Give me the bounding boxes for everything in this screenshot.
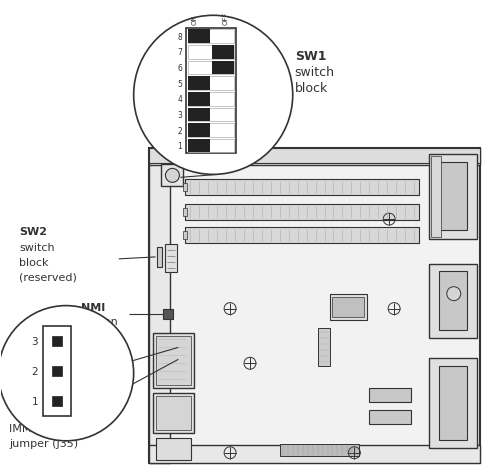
Bar	[185, 180, 419, 196]
Bar	[162, 165, 183, 187]
Bar	[178, 344, 187, 364]
Bar	[149, 148, 170, 463]
Text: 8: 8	[178, 32, 182, 41]
Text: 3: 3	[31, 337, 38, 347]
Bar	[369, 410, 411, 424]
Bar	[183, 209, 188, 217]
Bar	[189, 93, 234, 106]
Text: 4: 4	[177, 95, 182, 104]
Text: 1: 1	[178, 142, 182, 151]
Bar	[43, 327, 71, 416]
Bar	[189, 46, 234, 60]
Text: 3: 3	[177, 110, 182, 119]
Bar	[189, 139, 234, 153]
Text: block: block	[295, 82, 328, 95]
Bar	[212, 46, 234, 60]
Bar	[165, 245, 177, 272]
Bar	[439, 367, 467, 440]
Bar	[185, 205, 419, 221]
Bar	[369, 388, 411, 402]
Circle shape	[447, 287, 461, 301]
Text: 6: 6	[177, 64, 182, 73]
Bar	[149, 148, 480, 463]
Bar	[189, 77, 210, 90]
Bar	[149, 445, 480, 463]
Text: switch: switch	[295, 66, 335, 79]
Bar	[149, 148, 480, 164]
Text: SW1: SW1	[295, 50, 326, 62]
Circle shape	[134, 16, 293, 175]
Bar	[187, 29, 236, 154]
Bar	[52, 396, 62, 406]
Text: NMI: NMI	[81, 302, 105, 312]
Bar	[185, 228, 419, 243]
Bar	[183, 231, 188, 239]
Circle shape	[0, 306, 134, 441]
Text: OFF: OFF	[223, 12, 229, 25]
Bar	[189, 108, 234, 122]
Text: (reserved): (reserved)	[19, 272, 77, 282]
Bar	[212, 61, 234, 75]
Bar	[156, 438, 191, 460]
Bar	[431, 157, 441, 238]
Bar	[439, 271, 467, 331]
Bar	[153, 393, 194, 433]
Bar	[429, 358, 477, 448]
Bar	[189, 30, 210, 44]
Text: jumper (J35): jumper (J35)	[9, 438, 79, 448]
Bar	[189, 124, 210, 138]
Bar	[189, 108, 210, 122]
Bar	[439, 163, 467, 230]
Bar	[157, 248, 163, 267]
Bar	[164, 309, 173, 319]
Bar	[153, 334, 194, 388]
Bar	[429, 264, 477, 339]
Bar	[189, 61, 234, 75]
Text: IMM security: IMM security	[9, 423, 80, 433]
Text: 2: 2	[31, 367, 38, 377]
Text: ON: ON	[191, 15, 197, 25]
Bar	[156, 337, 191, 386]
Bar	[156, 396, 191, 430]
Bar	[183, 184, 188, 192]
Bar	[189, 30, 234, 44]
Bar	[52, 367, 62, 377]
Bar	[52, 337, 62, 347]
Text: 7: 7	[177, 48, 182, 57]
Text: block: block	[19, 258, 49, 268]
Bar	[189, 124, 234, 138]
Text: 2: 2	[178, 126, 182, 135]
Bar	[189, 93, 210, 106]
Bar	[332, 297, 364, 317]
Text: switch: switch	[19, 242, 55, 252]
Bar	[329, 294, 367, 320]
Circle shape	[165, 169, 179, 183]
Text: 1: 1	[31, 396, 38, 406]
Bar	[189, 77, 234, 90]
Bar	[189, 139, 210, 153]
Bar	[318, 329, 329, 367]
Bar	[149, 148, 480, 166]
Bar	[429, 155, 477, 239]
Text: button: button	[81, 316, 118, 326]
Text: SW2: SW2	[19, 227, 47, 237]
Bar	[280, 444, 359, 456]
Text: 5: 5	[177, 79, 182, 89]
